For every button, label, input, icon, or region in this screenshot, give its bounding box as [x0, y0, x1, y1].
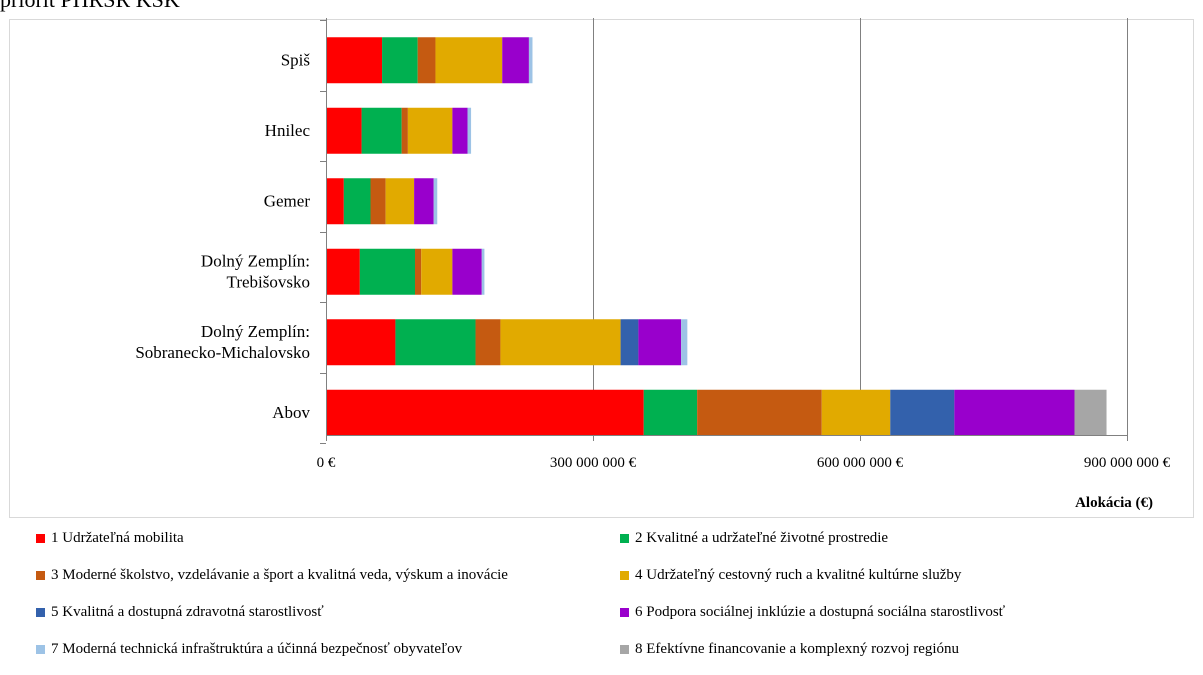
bar-1-series-3	[401, 107, 408, 154]
axis-labels: 0 € 300 000 000 € 600 000 000 € 900 000 000…	[135, 50, 1170, 471]
legend-label-5: 5 Kvalitná a dostupná zdravotná starostl…	[51, 603, 324, 620]
bar-segments	[326, 37, 1107, 436]
legend-item-4: 4 Udržateľný cestovný ruch a kvalitné ku…	[620, 562, 961, 588]
bar-1-series-6	[452, 107, 468, 154]
bar-5-series-2	[643, 389, 698, 436]
x-tick-label-3: 900 000 000 €	[1084, 455, 1171, 471]
category-label-2-line-0: Gemer	[264, 191, 311, 210]
bar-4-series-3	[475, 319, 501, 366]
legend-swatch-4	[620, 570, 629, 580]
bar-4-series-2	[395, 319, 476, 366]
legend-label-1: 1 Udržateľná mobilita	[51, 529, 184, 546]
bar-1-series-7	[467, 107, 472, 154]
bar-3-series-7	[481, 248, 485, 295]
legend-item-5: 5 Kvalitná a dostupná zdravotná starostl…	[36, 599, 324, 625]
legend-swatch-5	[36, 607, 45, 617]
stacked-bar-chart: 0 € 300 000 000 € 600 000 000 € 900 000 000…	[9, 18, 1194, 518]
bar-1-series-4	[407, 107, 453, 154]
bar-3-series-6	[452, 248, 482, 295]
bar-2-series-1	[326, 178, 344, 225]
legend-label-7: 7 Moderná technická infraštruktúra a úči…	[51, 640, 463, 657]
chart-title-fragment: priorít PHRSR KSK	[0, 0, 180, 13]
legend-label-8: 8 Efektívne financovanie a komplexný roz…	[635, 640, 960, 657]
x-tick-label-1: 300 000 000 €	[550, 455, 637, 471]
category-label-0-line-0: Spiš	[281, 50, 311, 69]
bar-2-series-7	[433, 178, 438, 225]
axes	[320, 18, 1128, 444]
bar-2-series-2	[343, 178, 371, 225]
bar-4-series-5	[620, 319, 639, 366]
legend-item-3: 3 Moderné školstvo, vzdelávanie a šport …	[36, 562, 508, 588]
legend-item-8: 8 Efektívne financovanie a komplexný roz…	[620, 636, 959, 662]
category-label-4-line-0: Dolný Zemplín:	[201, 322, 310, 341]
legend-swatch-2	[620, 533, 629, 543]
legend: 1 Udržateľná mobilita 2 Kvalitné a udržat…	[0, 525, 1203, 675]
bar-3-series-4	[421, 248, 453, 295]
legend-swatch-1	[36, 533, 45, 543]
bar-0-series-6	[502, 37, 529, 84]
legend-item-1: 1 Udržateľná mobilita	[36, 525, 184, 551]
gridlines	[593, 18, 1128, 435]
bar-3-series-2	[359, 248, 415, 295]
bar-1-series-1	[326, 107, 362, 154]
bar-3-series-3	[415, 248, 422, 295]
legend-label-6: 6 Podpora sociálnej inklúzie a dostupná …	[635, 603, 1006, 620]
bar-2-series-3	[370, 178, 386, 225]
x-axis-title: Alokácia (€)	[1075, 495, 1153, 511]
legend-item-6: 6 Podpora sociálnej inklúzie a dostupná …	[620, 599, 1005, 625]
bar-0-series-4	[435, 37, 503, 84]
bar-4-series-1	[326, 319, 396, 366]
legend-item-2: 2 Kvalitné a udržateľné životné prostred…	[620, 525, 888, 551]
bar-5-series-1	[326, 389, 644, 436]
legend-swatch-7	[36, 644, 45, 654]
category-label-1-line-0: Hnilec	[265, 121, 311, 140]
legend-swatch-6	[620, 607, 629, 617]
bar-0-series-7	[528, 37, 533, 84]
bar-5-series-3	[697, 389, 822, 436]
bar-0-series-2	[382, 37, 418, 84]
bar-2-series-6	[414, 178, 434, 225]
category-label-3-line-1: Trebišovsko	[227, 272, 310, 291]
legend-label-4: 4 Udržateľný cestovný ruch a kvalitné ku…	[635, 566, 962, 583]
bar-4-series-7	[681, 319, 688, 366]
bar-5-series-4	[821, 389, 891, 436]
legend-swatch-8	[620, 644, 629, 654]
bar-0-series-1	[326, 37, 383, 84]
bar-0-series-3	[417, 37, 436, 84]
category-label-3-line-0: Dolný Zemplín:	[201, 251, 310, 270]
plot-frame	[9, 19, 1194, 518]
x-tick-label-0: 0 €	[317, 455, 336, 471]
bar-4-series-4	[500, 319, 621, 366]
bar-5-series-6	[954, 389, 1075, 436]
category-label-5-line-0: Abov	[272, 403, 310, 422]
bar-2-series-4	[385, 178, 415, 225]
bar-4-series-6	[638, 319, 682, 366]
category-label-4-line-1: Sobranecko-Michalovsko	[135, 343, 310, 362]
bar-5-series-8	[1074, 389, 1107, 436]
legend-label-3: 3 Moderné školstvo, vzdelávanie a šport …	[51, 566, 508, 583]
bar-1-series-2	[361, 107, 402, 154]
bar-5-series-5	[890, 389, 955, 436]
x-tick-label-2: 600 000 000 €	[817, 455, 904, 471]
legend-label-2: 2 Kvalitné a udržateľné životné prostred…	[635, 529, 889, 546]
legend-item-7: 7 Moderná technická infraštruktúra a úči…	[36, 636, 462, 662]
bar-3-series-1	[326, 248, 360, 295]
legend-swatch-3	[36, 570, 45, 580]
